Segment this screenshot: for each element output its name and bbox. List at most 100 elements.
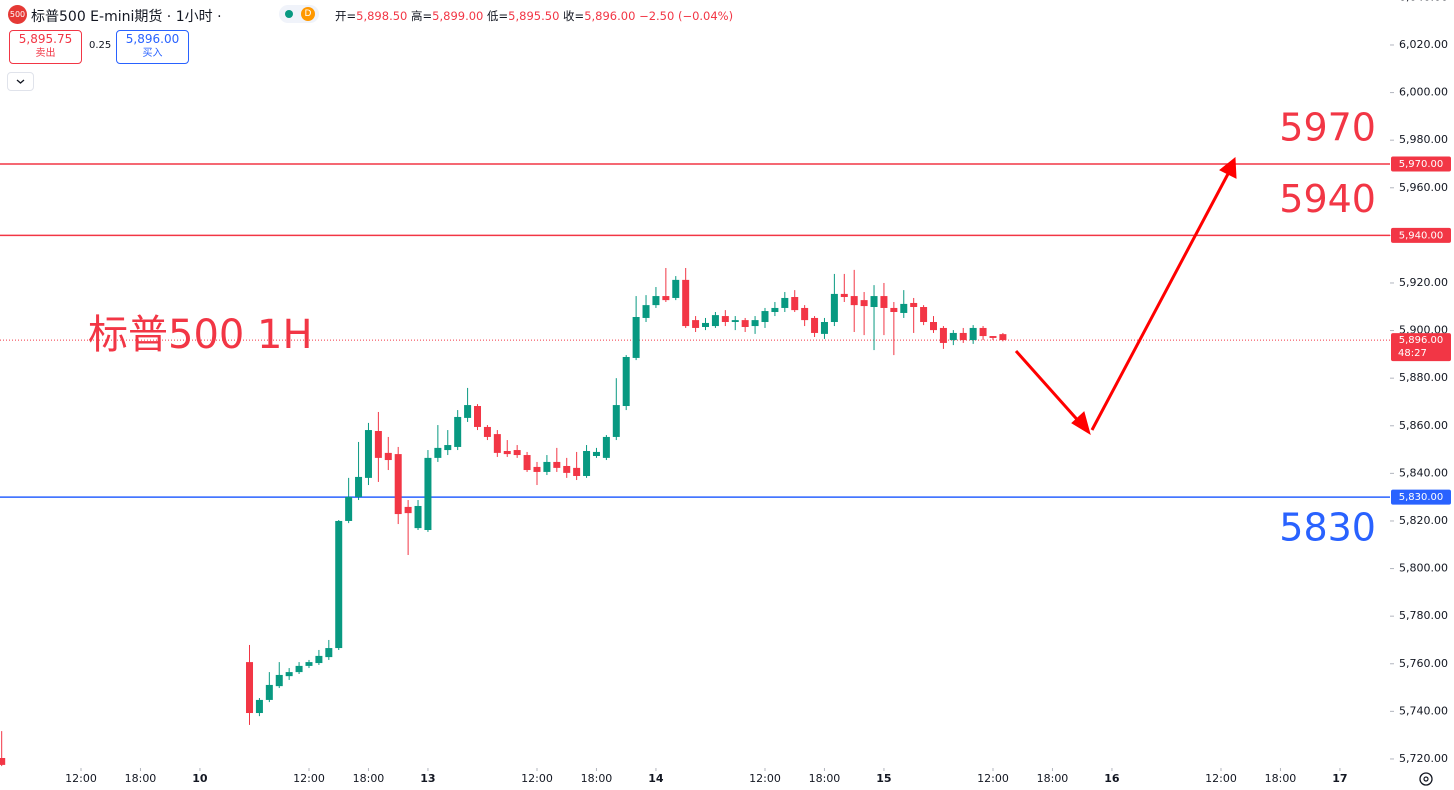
candle-body — [523, 455, 531, 471]
candle-body — [345, 496, 353, 521]
sell-button[interactable]: 5,895.75 卖出 — [9, 30, 82, 64]
candle-body — [394, 454, 402, 515]
level-badge-label: 5,830.00 — [1399, 492, 1444, 503]
candle-body — [513, 450, 521, 456]
settings-gear-center — [1423, 776, 1429, 782]
symbol-badge: 500 — [8, 5, 27, 24]
candle-body — [830, 293, 838, 323]
countdown: 48:27 — [1398, 348, 1427, 359]
candle-body — [751, 320, 759, 327]
last-price-label: 5,896.00 — [1399, 335, 1444, 346]
candle-body — [384, 452, 392, 461]
candle-body — [870, 296, 878, 308]
candle-body — [285, 672, 293, 677]
chevron — [16, 79, 25, 84]
candle-body — [761, 311, 769, 323]
candle-body — [335, 520, 343, 649]
buy-button[interactable]: 5,896.00 买入 — [116, 30, 189, 64]
candle-body — [642, 305, 650, 318]
level-badge — [1391, 156, 1451, 172]
spread: 0.25 — [89, 40, 112, 51]
candle-body — [910, 302, 918, 308]
candle-body — [652, 296, 660, 306]
candle-body — [949, 332, 957, 341]
x-tick-label: 12:00 — [521, 772, 553, 785]
candle-body — [632, 317, 640, 358]
candle-body — [444, 445, 452, 451]
level-badge-label: 5,940.00 — [1399, 230, 1444, 241]
forecast-arrows — [1014, 156, 1237, 436]
y-tick-label: 5,960.00 — [1399, 181, 1448, 194]
candles-layer — [0, 267, 1007, 767]
candle-body — [364, 430, 372, 478]
candle-body — [553, 461, 561, 468]
candle-body — [573, 467, 581, 476]
candle-body — [702, 322, 710, 328]
settings-gear[interactable] — [1419, 772, 1433, 786]
x-tick-label: 12:00 — [1205, 772, 1237, 785]
candle-body — [900, 303, 908, 313]
sell-label: 卖出 — [35, 48, 56, 59]
candle-body — [464, 405, 472, 418]
market-open-dot — [285, 10, 293, 18]
settings-icon[interactable] — [1419, 772, 1433, 786]
arrow-up — [1090, 171, 1231, 431]
candle-body — [246, 662, 254, 714]
y-tick-label: 6,040.00 — [1399, 0, 1448, 3]
session-button[interactable]: D — [301, 7, 315, 21]
time-axis-bg — [0, 768, 1390, 790]
candle-body — [265, 684, 273, 700]
arrow-down — [1014, 350, 1084, 426]
candle-body — [850, 296, 858, 306]
ohlc-label: 低= — [487, 9, 509, 23]
candle-body — [503, 450, 511, 455]
candle-body — [959, 332, 967, 341]
candle-body — [939, 327, 947, 343]
x-tick-label: 18:00 — [1037, 772, 1069, 785]
last-price-badge — [1391, 333, 1451, 362]
buy-label: 买入 — [142, 48, 163, 59]
status-pill[interactable]: D — [279, 5, 319, 23]
candle-body — [404, 506, 412, 514]
x-tick-label: 18:00 — [1265, 772, 1297, 785]
x-tick-label: 18:00 — [353, 772, 385, 785]
ohlc-label: 收= — [563, 9, 585, 23]
level-badge-label: 5,970.00 — [1399, 159, 1444, 170]
candle-body — [483, 426, 491, 437]
candle-body — [860, 300, 868, 307]
candle-body — [414, 505, 422, 529]
candle-body — [920, 307, 928, 323]
candle-body — [781, 297, 789, 308]
candle-body — [989, 336, 997, 338]
candle-body — [791, 297, 799, 311]
candle-body — [434, 447, 442, 458]
symbol-title[interactable]: 标普500 E-mini期货 · 1小时 · — [31, 9, 222, 25]
candle-body — [583, 450, 591, 476]
candle-body — [305, 662, 313, 666]
x-tick-label: 12:00 — [977, 772, 1009, 785]
lines-layer: 5970 5940 5830 — [0, 105, 1390, 550]
candle-body — [622, 356, 630, 407]
collapse-button[interactable] — [7, 72, 34, 91]
x-tick-label: 18:00 — [809, 772, 841, 785]
candle-body — [840, 293, 848, 298]
candle-body — [355, 476, 363, 497]
candle-body — [295, 665, 303, 673]
candle-body — [612, 405, 620, 437]
candle-body — [999, 334, 1007, 341]
candle-body — [979, 327, 987, 337]
candle-body — [721, 316, 729, 323]
y-tick-label: 5,860.00 — [1399, 419, 1448, 432]
y-tick-label: 5,980.00 — [1399, 133, 1448, 146]
ohlc-value: 5,899.00 — [432, 9, 484, 23]
x-tick-label: 15 — [876, 772, 891, 785]
candle-body — [969, 327, 977, 341]
ohlc-legend: 开=5,898.50 高=5,899.00 低=5,895.50 收=5,896… — [335, 8, 733, 24]
y-tick-label: 5,780.00 — [1399, 609, 1448, 622]
x-tick-label: 17 — [1332, 772, 1347, 785]
ohlc-value: 5,896.00 — [584, 9, 636, 23]
